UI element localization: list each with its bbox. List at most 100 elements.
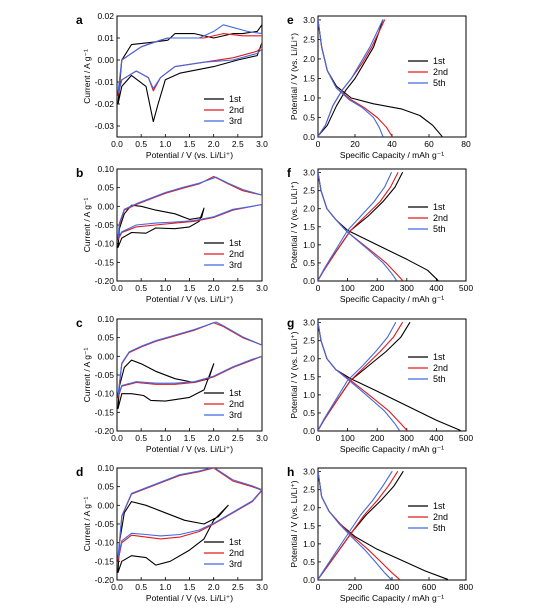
discharge-curve-5th (318, 471, 392, 580)
x-tick-label: 1.5 (184, 139, 196, 149)
y-tick-label: -0.05 (95, 220, 115, 230)
legend-label-3rd: 3rd (229, 260, 242, 270)
y-tick-label: 2.5 (303, 485, 315, 495)
series-line-1st (117, 359, 215, 410)
y-tick-label: -0.02 (95, 99, 115, 109)
y-tick-label: 0.00 (97, 201, 114, 211)
x-tick-label: 2.5 (232, 582, 244, 592)
y-tick-label: -0.20 (95, 276, 115, 286)
discharge-curve-5th (318, 322, 400, 431)
chart-panel-d: d 0.0 0.5 1.0 1.5 2.0 2.5 3.0 -0.20 -0.15 -0.10 -0.… (76, 463, 268, 603)
legend-label-2nd: 2nd (229, 249, 244, 259)
x-tick-label: 600 (422, 582, 436, 592)
y-tick-label: 2.5 (303, 34, 315, 44)
y-tick-label: 2.0 (303, 54, 315, 64)
x-tick-label: 0.5 (135, 433, 147, 443)
y-tick-label: -0.01 (95, 77, 115, 87)
series-line-1st (117, 501, 229, 574)
y-axis-label: Potential / V (vs. Li/Li⁺) (289, 331, 299, 418)
x-axis-label: Specific Capacity / mAh g⁻¹ (340, 593, 444, 603)
x-tick-label: 100 (341, 433, 355, 443)
discharge-curve-1st (318, 172, 439, 281)
y-tick-label: 2.0 (303, 354, 315, 364)
x-tick-label: 0.0 (111, 582, 123, 592)
x-tick-label: 3.0 (256, 582, 268, 592)
x-tick-label: 0.5 (135, 283, 147, 293)
series-line-2nd (117, 322, 262, 398)
y-tick-label: 0.05 (97, 333, 114, 343)
x-tick-label: 0 (316, 582, 321, 592)
y-tick-label: -0.15 (95, 556, 115, 566)
panel-letter-a: a (76, 13, 83, 27)
y-tick-label: -0.15 (95, 257, 115, 267)
y-tick-label: 0.02 (97, 11, 114, 21)
y-tick-label: 2.5 (303, 336, 315, 346)
legend-label-1st: 1st (229, 388, 242, 398)
legend-label-1st: 1st (433, 352, 446, 362)
y-tick-label: -0.03 (95, 121, 115, 131)
legend-label-3rd: 3rd (229, 116, 242, 126)
x-axis-label: Potential / V (vs. Li/Li⁺) (146, 150, 233, 160)
x-tick-label: 300 (400, 283, 414, 293)
x-tick-label: 60 (424, 139, 434, 149)
y-tick-label: 3.0 (303, 168, 315, 178)
x-tick-label: 400 (429, 283, 443, 293)
x-tick-label: 400 (429, 433, 443, 443)
series-line-3rd (117, 321, 262, 397)
y-tick-label: 0.00 (97, 500, 114, 510)
discharge-curve-5th (318, 19, 384, 137)
charge-curve-5th (318, 19, 384, 137)
x-tick-label: 200 (348, 582, 362, 592)
legend-label-2nd: 2nd (229, 548, 244, 558)
x-tick-label: 1.0 (159, 283, 171, 293)
y-tick-label: 0.0 (303, 426, 315, 436)
panel-letter-h: h (287, 465, 294, 479)
panel-letter-c: c (76, 316, 83, 330)
y-axis-label: Current / A g⁻¹ (82, 49, 92, 104)
series-line-2nd (117, 175, 262, 241)
legend-label-1st: 1st (229, 238, 242, 248)
y-tick-label: -0.05 (95, 519, 115, 529)
x-axis-label: Potential / V (vs. Li/Li⁺) (146, 593, 233, 603)
y-tick-label: 1.5 (303, 73, 315, 83)
y-tick-label: 2.5 (303, 186, 315, 196)
legend-label-1st: 1st (229, 537, 242, 547)
legend-label-5th: 5th (433, 78, 446, 88)
series-line-1st (117, 24, 262, 123)
y-tick-label: 0.0 (303, 575, 315, 585)
x-tick-label: 0.0 (111, 283, 123, 293)
discharge-curve-1st (318, 19, 443, 137)
charge-curve-1st (318, 19, 384, 137)
x-tick-label: 80 (461, 139, 471, 149)
y-tick-label: 0.5 (303, 112, 315, 122)
chart-panel-f: f 0 100 200 300 400 500 0.0 0.5 1.0 1.5 2.0 2.5 3.0 Sp… (287, 166, 473, 304)
y-tick-label: 0.0 (303, 132, 315, 142)
chart-panel-g: g 0 100 200 300 400 500 0.0 0.5 1.0 1.5 2.0 2.5 3.0 Sp… (287, 316, 473, 454)
panel-letter-b: b (76, 166, 83, 180)
y-tick-label: 2.0 (303, 204, 315, 214)
legend-label-1st: 1st (433, 501, 446, 511)
charge-curve-5th (318, 322, 397, 431)
y-tick-label: 0.5 (303, 408, 315, 418)
legend-label-1st: 1st (229, 94, 242, 104)
y-tick-label: 0.05 (97, 482, 114, 492)
legend-label-2nd: 2nd (433, 213, 448, 223)
x-tick-label: 2.5 (232, 283, 244, 293)
x-tick-label: 1.0 (159, 582, 171, 592)
legend-label-2nd: 2nd (229, 105, 244, 115)
x-axis-label: Potential / V (vs. Li/Li⁺) (146, 444, 233, 454)
x-tick-label: 100 (341, 283, 355, 293)
series-line-3rd (117, 468, 262, 559)
legend-label-5th: 5th (433, 374, 446, 384)
charge-curve-1st (318, 322, 411, 431)
x-axis-label: Specific Capacity / mAh g⁻¹ (340, 444, 444, 454)
x-tick-label: 0 (316, 283, 321, 293)
x-tick-label: 1.5 (184, 433, 196, 443)
y-tick-label: -0.05 (95, 370, 115, 380)
x-tick-label: 3.0 (256, 139, 268, 149)
chart-panel-a: a 0.0 0.5 1.0 1.5 2.0 2.5 3.0 -0.03 -0.02 -0.01 0.0… (76, 11, 268, 160)
chart-panel-e: e 0 20 40 60 80 0.0 0.5 1.0 1.5 2.0 2.5 3.0 Specific … (287, 13, 471, 160)
